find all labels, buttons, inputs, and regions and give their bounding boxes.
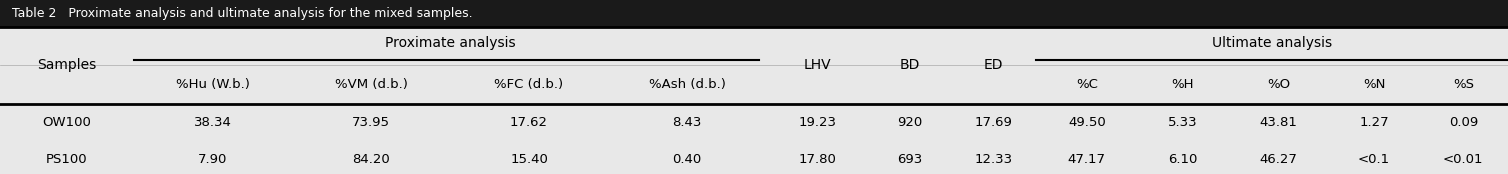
Text: 8.43: 8.43 [673, 116, 701, 129]
Text: 1.27: 1.27 [1359, 116, 1389, 129]
Text: 15.40: 15.40 [510, 153, 547, 166]
Text: %O: %O [1267, 78, 1289, 91]
Text: 17.69: 17.69 [976, 116, 1013, 129]
Text: 84.20: 84.20 [351, 153, 391, 166]
Text: 49.50: 49.50 [1068, 116, 1105, 129]
Text: 73.95: 73.95 [351, 116, 391, 129]
Text: %Ash (d.b.): %Ash (d.b.) [648, 78, 725, 91]
Text: %H: %H [1172, 78, 1194, 91]
Text: 693: 693 [897, 153, 923, 166]
Text: %C: %C [1075, 78, 1098, 91]
Text: 5.33: 5.33 [1167, 116, 1197, 129]
Text: 19.23: 19.23 [798, 116, 837, 129]
Text: Ultimate analysis: Ultimate analysis [1212, 36, 1332, 50]
Text: 17.80: 17.80 [798, 153, 835, 166]
Text: OW100: OW100 [42, 116, 92, 129]
Text: %VM (d.b.): %VM (d.b.) [335, 78, 407, 91]
Text: BD: BD [900, 58, 920, 72]
Text: <0.1: <0.1 [1359, 153, 1390, 166]
Text: LHV: LHV [804, 58, 831, 72]
Text: 12.33: 12.33 [974, 153, 1013, 166]
Text: <0.01: <0.01 [1443, 153, 1484, 166]
Text: %FC (d.b.): %FC (d.b.) [495, 78, 564, 91]
Text: PS100: PS100 [47, 153, 87, 166]
Text: 0.09: 0.09 [1449, 116, 1478, 129]
Text: 17.62: 17.62 [510, 116, 547, 129]
Text: %Hu (W.b.): %Hu (W.b.) [176, 78, 250, 91]
Text: 47.17: 47.17 [1068, 153, 1105, 166]
Text: 0.40: 0.40 [673, 153, 701, 166]
Text: Table 2   Proximate analysis and ultimate analysis for the mixed samples.: Table 2 Proximate analysis and ultimate … [12, 7, 472, 20]
Text: Samples: Samples [38, 58, 97, 72]
Text: 920: 920 [897, 116, 923, 129]
Text: ED: ED [985, 58, 1004, 72]
Text: 38.34: 38.34 [195, 116, 232, 129]
Text: %S: %S [1452, 78, 1473, 91]
Text: 46.27: 46.27 [1259, 153, 1297, 166]
Text: Proximate analysis: Proximate analysis [385, 36, 516, 50]
Text: 6.10: 6.10 [1167, 153, 1197, 166]
Bar [0, 0, 1508, 27]
Text: 7.90: 7.90 [198, 153, 228, 166]
Text: 43.81: 43.81 [1259, 116, 1297, 129]
Text: %N: %N [1363, 78, 1386, 91]
